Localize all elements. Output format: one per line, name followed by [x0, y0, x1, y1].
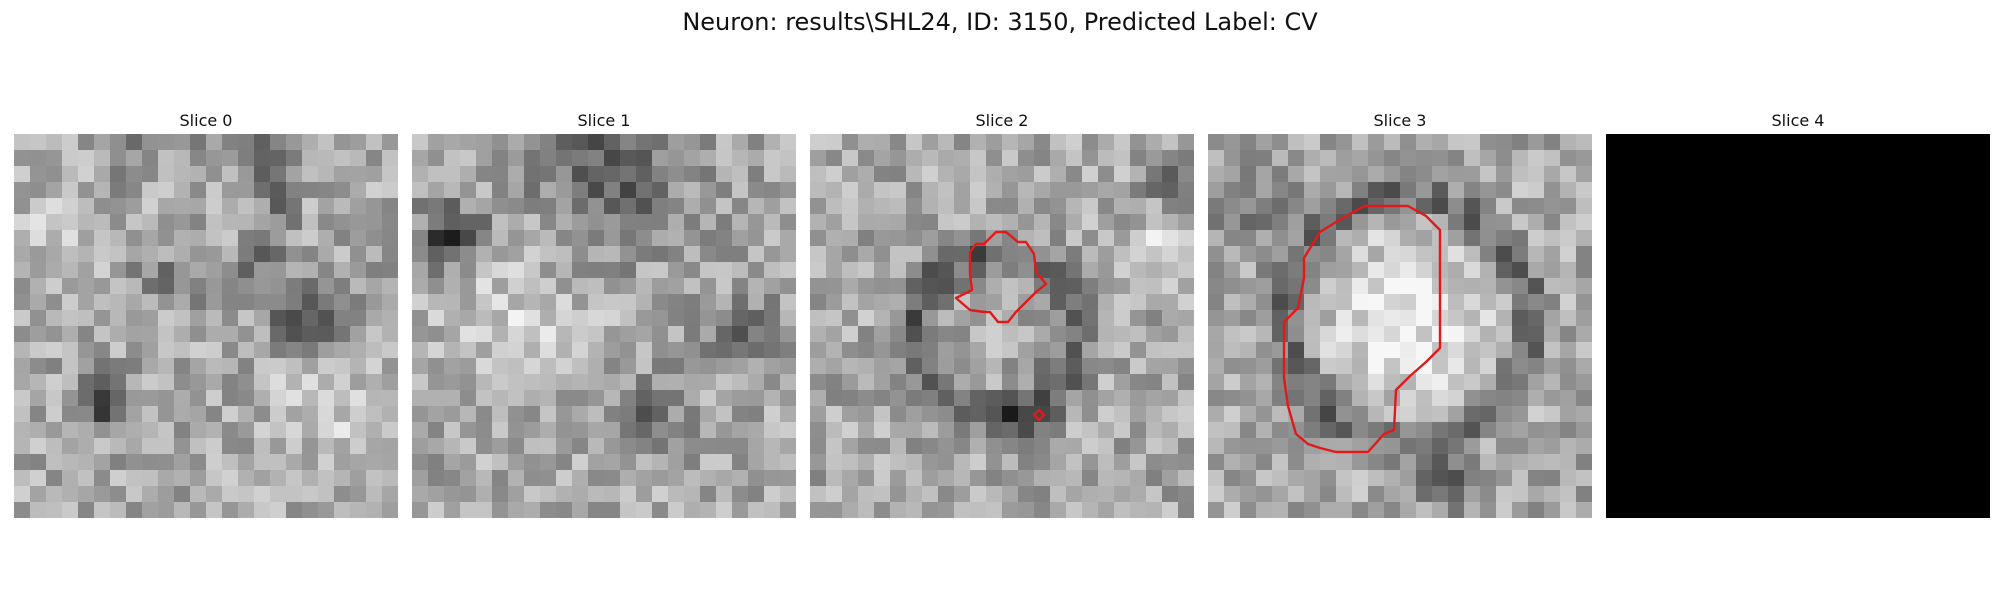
pixel-grid	[14, 134, 398, 518]
pixel-grid	[412, 134, 796, 518]
pixel-grid	[1208, 134, 1592, 518]
slice-panel-4: Slice 4	[1606, 108, 1990, 518]
slice-title-4: Slice 4	[1606, 108, 1990, 134]
slice-title-2: Slice 2	[810, 108, 1194, 134]
slice-image-3	[1208, 134, 1592, 518]
pixel-grid	[810, 134, 1194, 518]
slice-panel-2: Slice 2	[810, 108, 1194, 518]
slice-panel-3: Slice 3	[1208, 108, 1592, 518]
figure-title: Neuron: results\SHL24, ID: 3150, Predict…	[0, 8, 2000, 36]
slice-image-4	[1606, 134, 1990, 518]
slice-image-0	[14, 134, 398, 518]
slice-title-3: Slice 3	[1208, 108, 1592, 134]
slice-panel-1: Slice 1	[412, 108, 796, 518]
slice-panel-0: Slice 0	[14, 108, 398, 518]
slice-image-1	[412, 134, 796, 518]
blank-slice-fill	[1606, 134, 1990, 518]
slice-title-0: Slice 0	[14, 108, 398, 134]
slice-image-2	[810, 134, 1194, 518]
slice-title-1: Slice 1	[412, 108, 796, 134]
